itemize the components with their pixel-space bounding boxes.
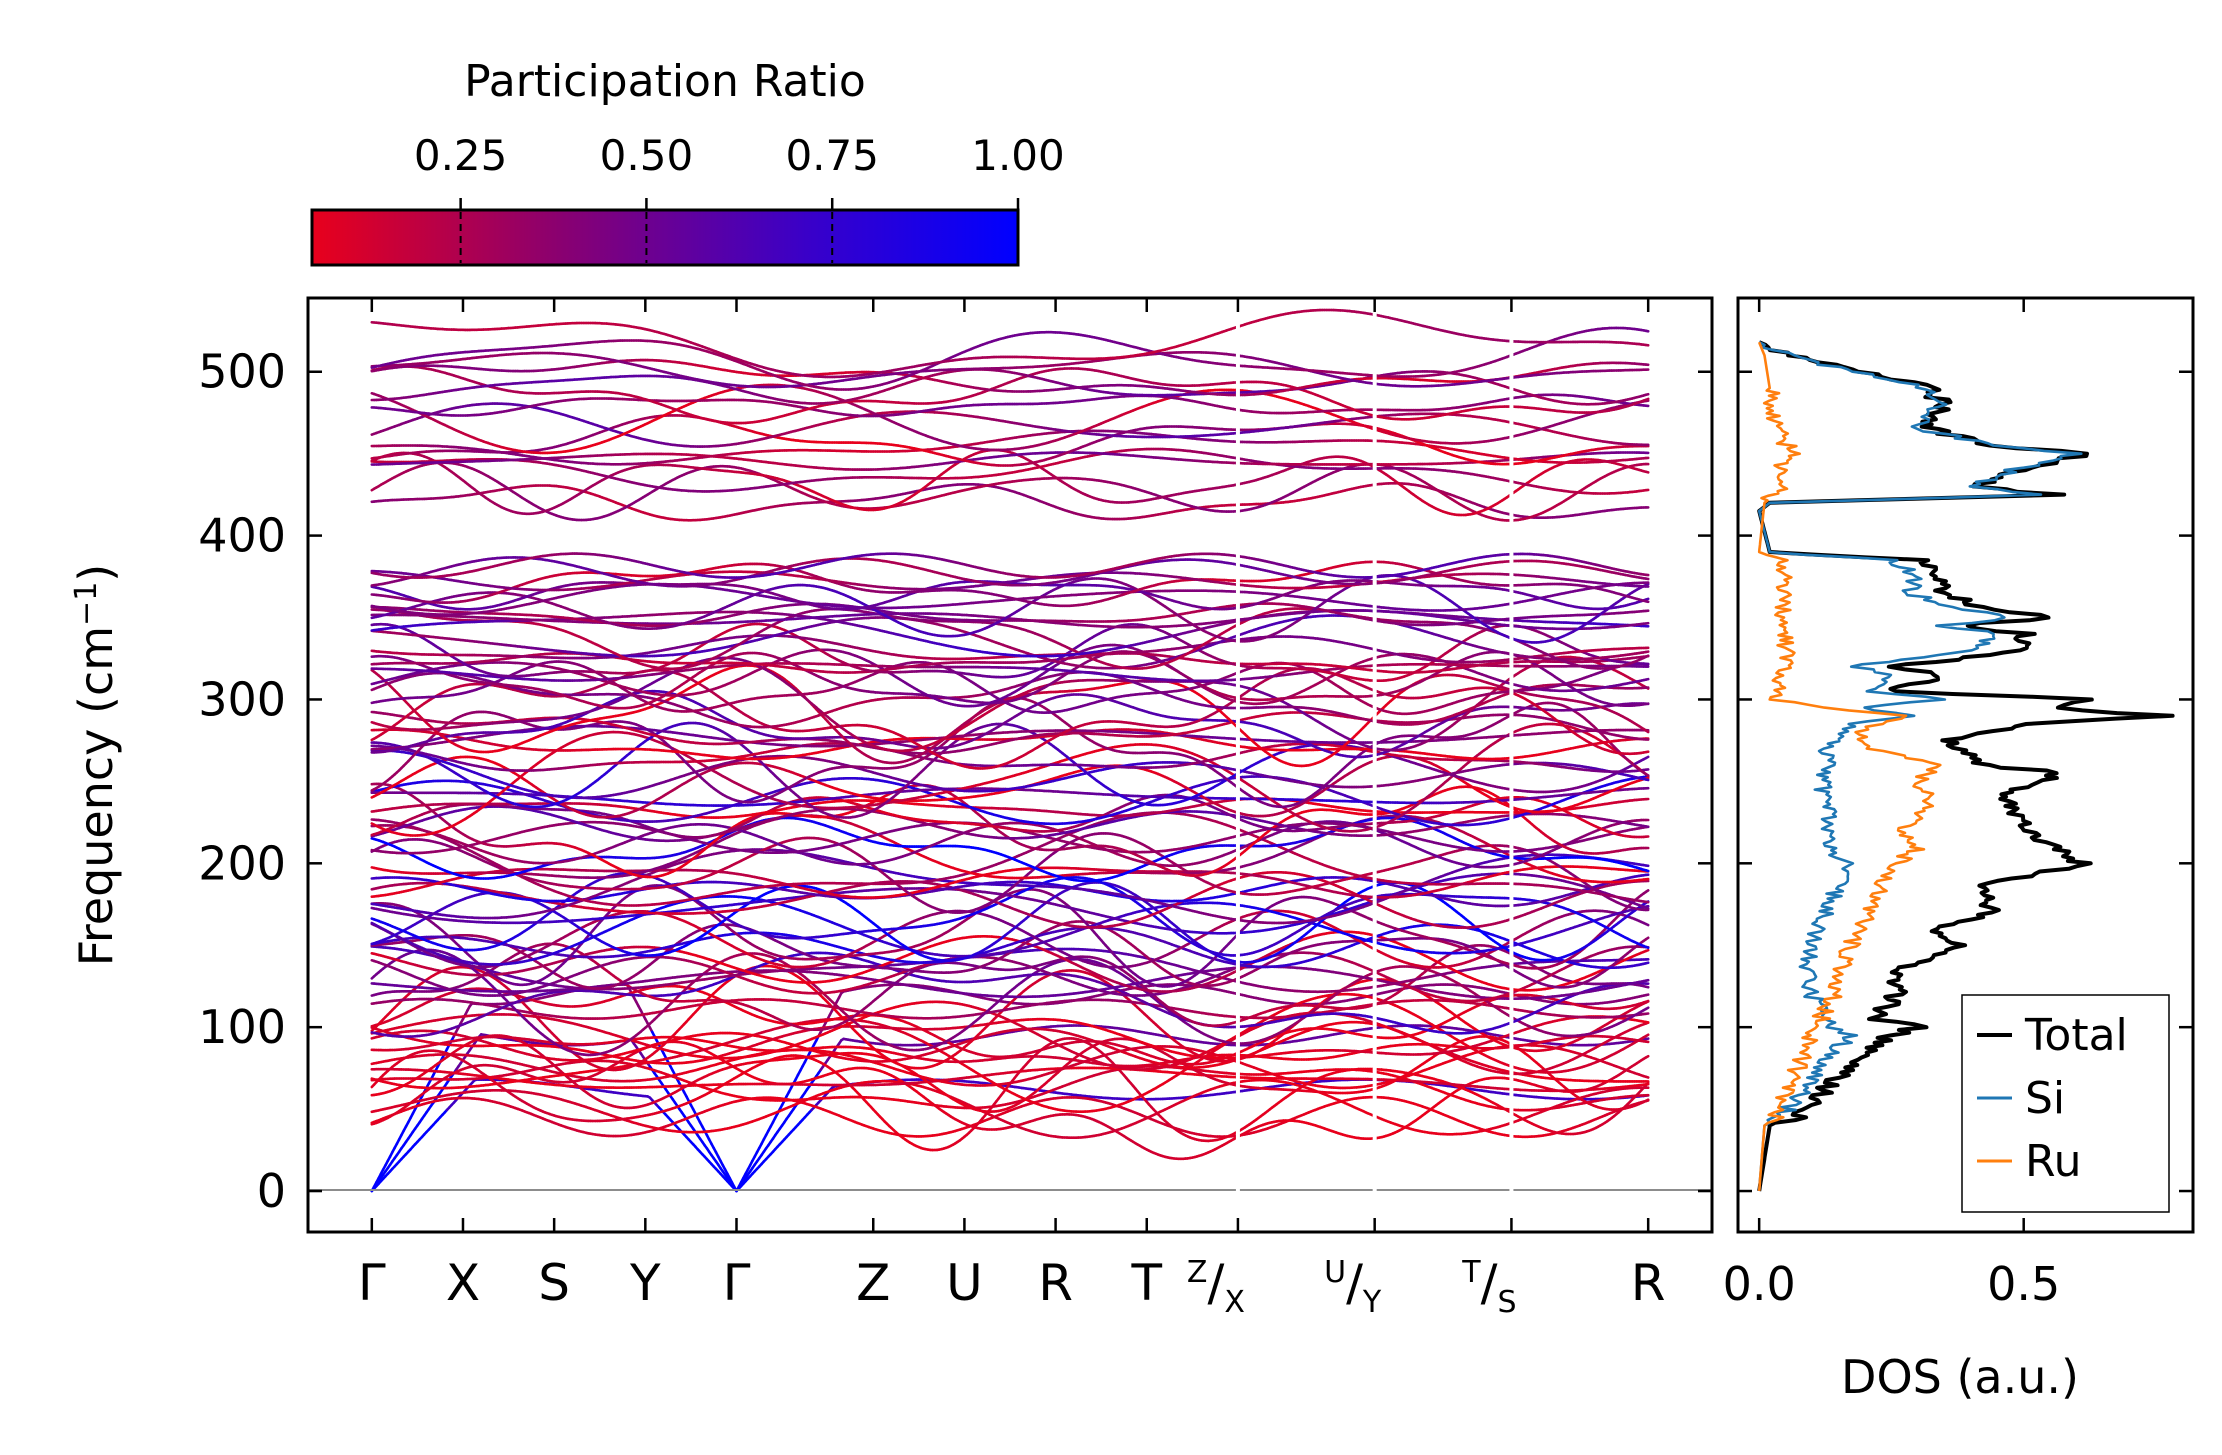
colorbar-tick-label: 0.25 [414, 131, 508, 180]
band-lines [372, 310, 1648, 1191]
colorbar-gradient [312, 210, 1018, 265]
colorbar-tick-label: 0.50 [600, 131, 694, 180]
colorbar-tick-label: 0.75 [785, 131, 879, 180]
colorbar-tick-label: 1.00 [971, 131, 1065, 180]
colorbar: Participation Ratio 0.25 0.50 0.75 1.00 [312, 56, 1065, 265]
band-segment [1646, 995, 1648, 996]
figure: Participation Ratio 0.25 0.50 0.75 1.00 010… [0, 0, 2222, 1455]
colorbar-label: Participation Ratio [464, 56, 866, 107]
band-segment [1646, 1056, 1648, 1057]
